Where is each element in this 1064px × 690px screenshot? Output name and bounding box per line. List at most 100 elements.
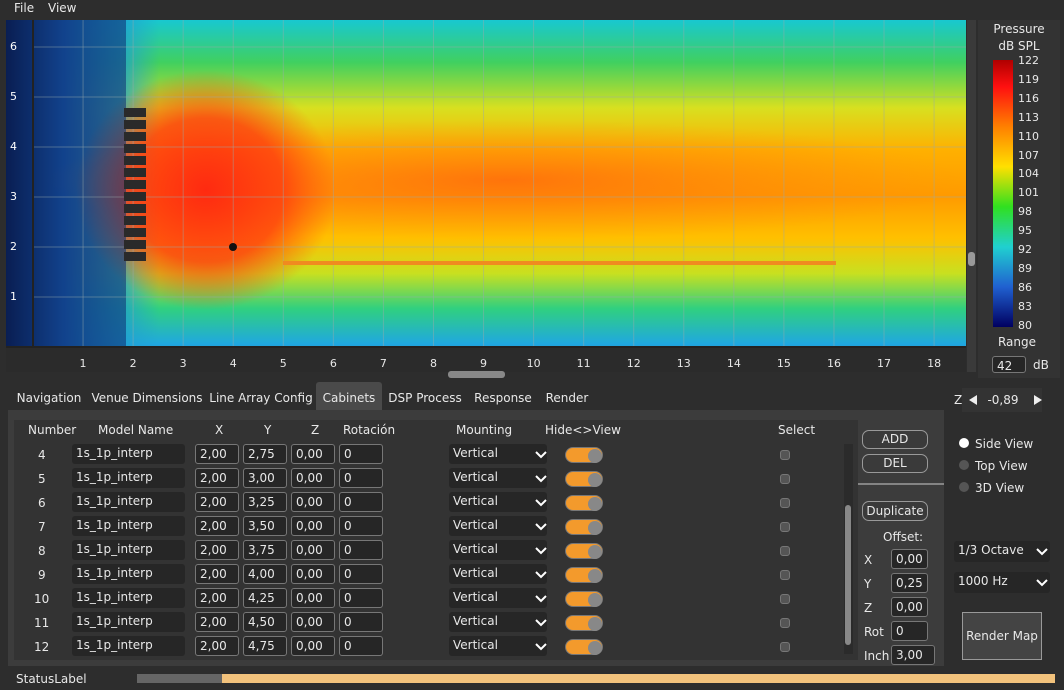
- cell-input[interactable]: 2,00: [195, 588, 239, 608]
- cell-input[interactable]: 4,50: [243, 612, 287, 632]
- cell-input[interactable]: 0,00: [291, 516, 335, 536]
- select-checkbox[interactable]: [780, 594, 790, 604]
- tab[interactable]: Navigation: [16, 391, 82, 405]
- cell-input[interactable]: 0,00: [291, 564, 335, 584]
- cell-input[interactable]: 0: [339, 516, 383, 536]
- cell-input[interactable]: 0: [339, 444, 383, 464]
- tab[interactable]: Cabinets: [316, 382, 382, 410]
- visibility-toggle[interactable]: [565, 495, 603, 511]
- cell-input[interactable]: 0,00: [291, 540, 335, 560]
- model-name[interactable]: 1s_1p_interp: [72, 588, 185, 608]
- duplicate-button[interactable]: Duplicate: [862, 501, 928, 521]
- add-button[interactable]: ADD: [862, 430, 928, 449]
- visibility-toggle[interactable]: [565, 567, 603, 583]
- select-checkbox[interactable]: [780, 522, 790, 532]
- offset-input[interactable]: 3,00: [891, 645, 935, 665]
- cell-input[interactable]: 2,75: [243, 444, 287, 464]
- model-name[interactable]: 1s_1p_interp: [72, 468, 185, 488]
- select-checkbox[interactable]: [780, 546, 790, 556]
- chevron: [535, 547, 547, 555]
- tab[interactable]: Response: [474, 391, 532, 405]
- cell-input[interactable]: 2,00: [195, 444, 239, 464]
- cell-input[interactable]: 0: [339, 468, 383, 488]
- mounting-select[interactable]: Vertical: [449, 444, 547, 464]
- model-name[interactable]: 1s_1p_interp: [72, 444, 185, 464]
- cell-input[interactable]: 0: [339, 492, 383, 512]
- cell-input[interactable]: 0: [339, 564, 383, 584]
- cell-input[interactable]: 3,50: [243, 516, 287, 536]
- tab[interactable]: DSP Process: [388, 391, 462, 405]
- model-name[interactable]: 1s_1p_interp: [72, 612, 185, 632]
- cell-input[interactable]: 2,00: [195, 564, 239, 584]
- tab[interactable]: Render: [545, 391, 589, 405]
- cell-input[interactable]: 4,75: [243, 636, 287, 656]
- tab[interactable]: Line Array Config: [209, 391, 313, 405]
- cell-input[interactable]: 0: [339, 588, 383, 608]
- cell-input[interactable]: 3,75: [243, 540, 287, 560]
- visibility-toggle[interactable]: [565, 639, 603, 655]
- view-radio[interactable]: 3D View: [975, 481, 1025, 495]
- model-name[interactable]: 1s_1p_interp: [72, 636, 185, 656]
- cell-input[interactable]: 2,00: [195, 540, 239, 560]
- mounting-select[interactable]: Vertical: [449, 588, 547, 608]
- select-checkbox[interactable]: [780, 498, 790, 508]
- cell-input[interactable]: 3,00: [243, 468, 287, 488]
- view-radio[interactable]: Side View: [975, 437, 1034, 451]
- dropdown[interactable]: 1000 Hz: [954, 572, 1050, 593]
- cell-input[interactable]: 2,00: [195, 468, 239, 488]
- mounting-select[interactable]: Vertical: [449, 540, 547, 560]
- visibility-toggle[interactable]: [565, 447, 603, 463]
- visibility-toggle[interactable]: [565, 543, 603, 559]
- render-map-button[interactable]: Render Map: [962, 612, 1042, 660]
- mounting-select[interactable]: Vertical: [449, 612, 547, 632]
- visibility-toggle[interactable]: [565, 519, 603, 535]
- cell-input[interactable]: 0: [339, 612, 383, 632]
- model-name[interactable]: 1s_1p_interp: [72, 516, 185, 536]
- mounting-select[interactable]: Vertical: [449, 564, 547, 584]
- dropdown[interactable]: 1/3 Octave: [954, 541, 1050, 562]
- view-radio[interactable]: Top View: [975, 459, 1028, 473]
- offset-input[interactable]: 0,00: [891, 597, 928, 617]
- cell-input[interactable]: 2,00: [195, 636, 239, 656]
- cell-input[interactable]: 2,00: [195, 492, 239, 512]
- cell-input[interactable]: 0,00: [291, 492, 335, 512]
- select-checkbox[interactable]: [780, 474, 790, 484]
- chevron: [535, 475, 547, 483]
- cell-input[interactable]: 3,25: [243, 492, 287, 512]
- model-name[interactable]: 1s_1p_interp: [72, 540, 185, 560]
- visibility-toggle[interactable]: [565, 615, 603, 631]
- cell-input[interactable]: 4,00: [243, 564, 287, 584]
- mounting-select[interactable]: Vertical: [449, 492, 547, 512]
- mounting-select[interactable]: Vertical: [449, 516, 547, 536]
- cell-input[interactable]: 0,00: [291, 468, 335, 488]
- range-input[interactable]: 42: [992, 356, 1026, 373]
- model-name[interactable]: 1s_1p_interp: [72, 564, 185, 584]
- offset-input[interactable]: 0,00: [891, 549, 928, 569]
- cell-input[interactable]: 0,00: [291, 612, 335, 632]
- cell-input[interactable]: 0,00: [291, 636, 335, 656]
- select-checkbox[interactable]: [780, 618, 790, 628]
- cell-input[interactable]: 2,00: [195, 612, 239, 632]
- visibility-toggle[interactable]: [565, 471, 603, 487]
- cell-input[interactable]: 2,00: [195, 516, 239, 536]
- visibility-toggle[interactable]: [565, 591, 603, 607]
- offset-input[interactable]: 0,25: [891, 573, 928, 593]
- mounting-select[interactable]: Vertical: [449, 636, 547, 656]
- cell-input[interactable]: 0: [339, 636, 383, 656]
- column-header: Y: [264, 423, 272, 437]
- select-checkbox[interactable]: [780, 450, 790, 460]
- select-checkbox[interactable]: [780, 642, 790, 652]
- cell-input[interactable]: 0,00: [291, 588, 335, 608]
- cell-input[interactable]: 0,00: [291, 444, 335, 464]
- x-tick-label: 1: [79, 357, 87, 370]
- offset-input[interactable]: 0: [891, 621, 928, 641]
- del-button[interactable]: DEL: [862, 454, 928, 473]
- mounting-select[interactable]: Vertical: [449, 468, 547, 488]
- cell-input[interactable]: 0: [339, 540, 383, 560]
- tab[interactable]: Venue Dimensions: [91, 391, 203, 405]
- row-number: 7: [38, 520, 46, 534]
- select-checkbox[interactable]: [780, 570, 790, 580]
- z-value: -0,89: [987, 393, 1019, 407]
- model-name[interactable]: 1s_1p_interp: [72, 492, 185, 512]
- cell-input[interactable]: 4,25: [243, 588, 287, 608]
